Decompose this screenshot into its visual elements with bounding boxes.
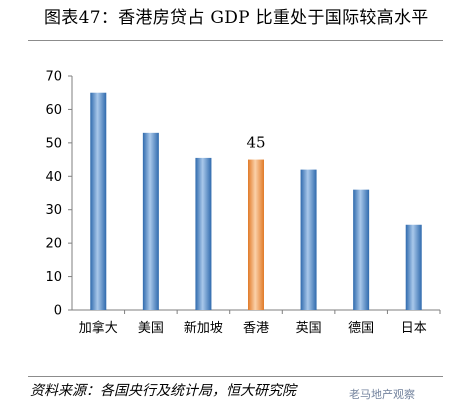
bar xyxy=(353,189,370,310)
x-category-label: 新加坡 xyxy=(184,320,223,336)
x-category-label: 德国 xyxy=(348,321,374,336)
bar-chart: 0 10 20 30 40 50 60 70 加拿大 美国 新加坡 香港 英国 德国 日本 45 xyxy=(45,70,441,337)
watermark-text: 老马地产观察 xyxy=(349,388,415,401)
x-category-label: 加拿大 xyxy=(79,320,118,336)
bar-highlight xyxy=(248,159,264,310)
x-category-label: 日本 xyxy=(401,321,427,336)
x-category-label: 美国 xyxy=(138,321,164,336)
y-tick-label: 70 xyxy=(45,70,62,85)
bars xyxy=(90,92,422,310)
bar xyxy=(300,169,317,310)
y-tick-label: 50 xyxy=(45,136,62,151)
bar xyxy=(90,92,107,310)
y-tick-label: 0 xyxy=(54,304,62,319)
y-tick-label: 20 xyxy=(45,237,62,252)
data-label: 45 xyxy=(246,134,265,152)
bottom-divider xyxy=(28,376,443,377)
bar xyxy=(405,224,422,310)
x-category-label: 香港 xyxy=(243,321,269,336)
y-tick-label: 10 xyxy=(45,270,62,285)
source-note: 资料来源：各国央行及统计局，恒大研究院 xyxy=(30,383,296,399)
bar xyxy=(195,157,212,310)
labels: 0 10 20 30 40 50 60 70 加拿大 美国 新加坡 香港 英国 德国 日本 45 xyxy=(45,70,426,337)
x-category-label: 英国 xyxy=(296,321,322,336)
y-tick-label: 60 xyxy=(45,103,62,118)
y-tick-label: 30 xyxy=(45,203,62,218)
bar xyxy=(142,132,159,310)
top-divider xyxy=(28,40,443,41)
chart-title: 图表47：香港房贷占 GDP 比重处于国际较高水平 xyxy=(44,8,429,28)
y-tick-label: 40 xyxy=(45,170,62,185)
